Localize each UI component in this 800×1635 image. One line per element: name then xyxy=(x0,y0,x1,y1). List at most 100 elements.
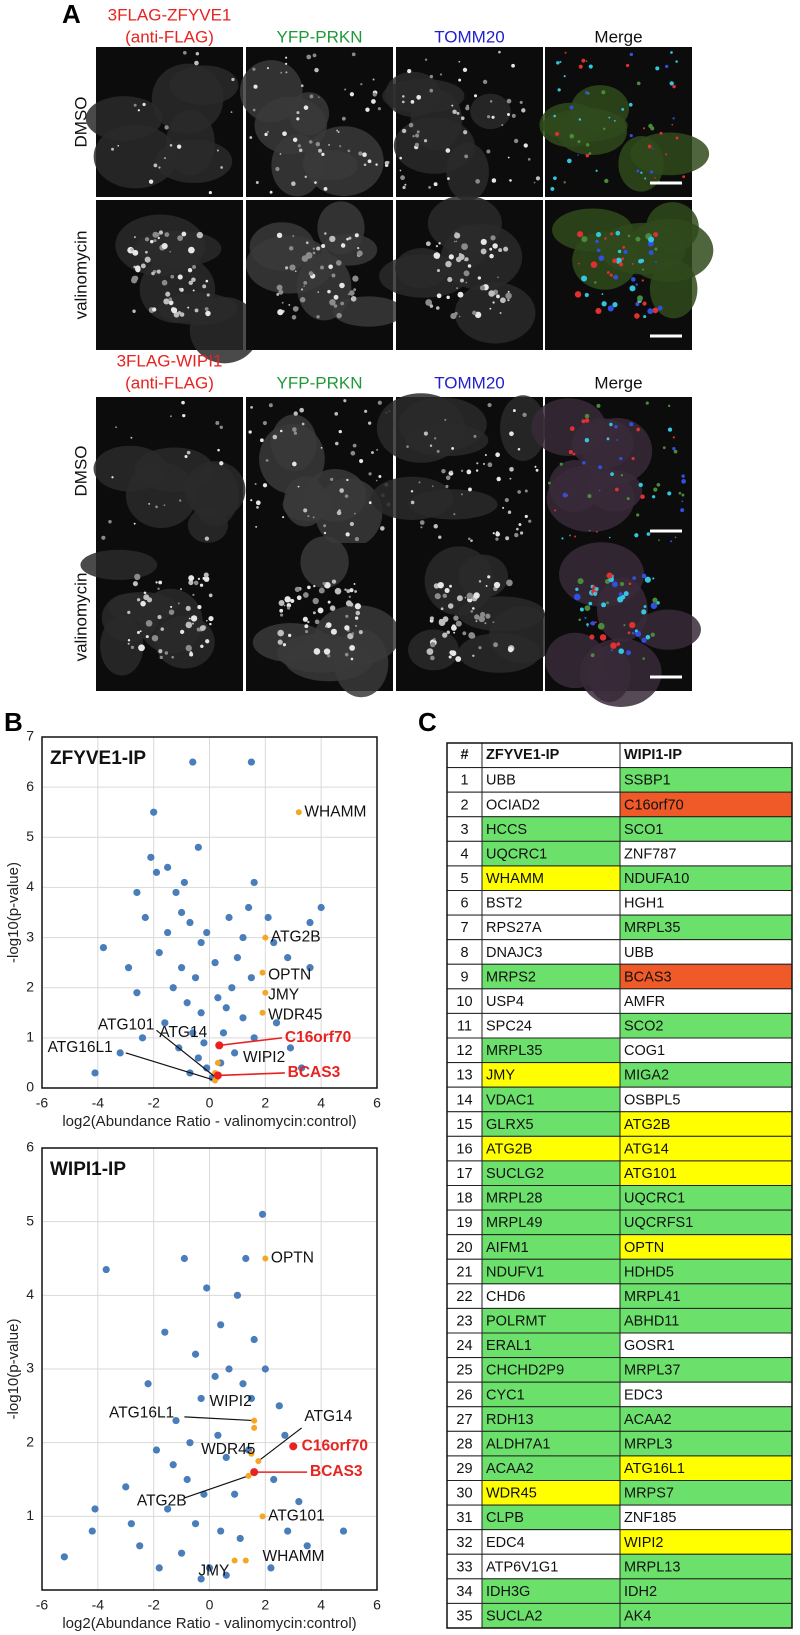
cell-body xyxy=(296,253,352,321)
signal-spot xyxy=(516,527,519,531)
table-cell xyxy=(446,1332,483,1359)
signal-spot xyxy=(585,153,590,158)
signal-spot xyxy=(634,313,640,319)
signal-spot xyxy=(406,445,409,448)
signal-spot xyxy=(289,264,296,271)
highlight-point xyxy=(295,809,302,816)
signal-spot xyxy=(475,620,478,623)
signal-spot xyxy=(173,311,180,318)
table-text: JMY xyxy=(486,1068,515,1084)
table-text: 7 xyxy=(460,920,468,936)
signal-spot xyxy=(453,513,456,516)
signal-spot xyxy=(642,301,647,306)
table-cell xyxy=(619,963,793,990)
signal-spot xyxy=(199,583,204,587)
y-tick-label: 3 xyxy=(26,1360,34,1376)
signal-spot xyxy=(563,181,566,184)
data-point xyxy=(250,1335,258,1344)
table-cell xyxy=(446,1602,483,1629)
signal-spot xyxy=(653,232,659,237)
micrograph xyxy=(539,47,710,197)
signal-spot xyxy=(569,534,572,537)
highlight-point xyxy=(251,1424,258,1431)
data-point xyxy=(197,1575,205,1583)
signal-spot xyxy=(449,584,452,588)
signal-spot xyxy=(287,606,291,610)
table-text: 15 xyxy=(456,1117,472,1133)
signal-spot xyxy=(487,462,493,468)
signal-spot xyxy=(496,294,500,299)
signal-spot xyxy=(586,625,589,628)
cell-body xyxy=(376,393,466,463)
signal-spot xyxy=(456,287,459,290)
signal-spot xyxy=(425,241,431,247)
signal-spot xyxy=(178,287,182,291)
signal-spot xyxy=(642,268,645,271)
signal-spot xyxy=(272,434,278,440)
data-point xyxy=(214,1431,222,1439)
table-text: 30 xyxy=(456,1486,472,1502)
table-cell xyxy=(481,1553,621,1580)
signal-spot xyxy=(513,138,519,144)
signal-spot xyxy=(216,149,219,152)
micrograph xyxy=(85,47,243,197)
signal-spot xyxy=(550,186,555,191)
signal-spot xyxy=(447,177,450,180)
highlight-point xyxy=(213,1071,222,1080)
table-text: 12 xyxy=(456,1043,472,1059)
signal-spot xyxy=(352,275,359,282)
signal-spot xyxy=(491,115,495,119)
column-header: TOMM20 xyxy=(434,373,505,392)
table-text: SCO1 xyxy=(624,822,664,838)
signal-spot xyxy=(442,632,448,638)
table-text: MRPL13 xyxy=(624,1559,680,1575)
signal-spot xyxy=(466,469,472,475)
signal-spot xyxy=(158,230,164,235)
signal-spot xyxy=(450,650,457,657)
signal-spot xyxy=(133,236,136,239)
cell-body xyxy=(370,476,453,520)
signal-spot xyxy=(133,522,136,525)
data-point xyxy=(99,944,108,952)
signal-spot xyxy=(338,429,342,434)
signal-spot xyxy=(438,618,444,624)
signal-spot xyxy=(463,130,468,135)
highlight-point xyxy=(259,969,266,976)
point-label: WHAMM xyxy=(263,1548,325,1565)
signal-spot xyxy=(205,279,209,283)
data-point xyxy=(155,1564,163,1572)
table-text: WIPI2 xyxy=(624,1535,663,1551)
table-text: ATG16L1 xyxy=(624,1461,685,1477)
signal-spot xyxy=(561,537,564,540)
signal-spot xyxy=(290,598,295,604)
signal-spot xyxy=(189,651,193,655)
data-point xyxy=(127,1520,135,1528)
highlight-point xyxy=(250,1468,259,1477)
panel-label: A xyxy=(62,0,81,29)
signal-spot xyxy=(363,163,367,167)
signal-spot xyxy=(458,252,462,256)
data-point xyxy=(191,974,200,982)
table-frame xyxy=(446,742,793,1629)
data-point xyxy=(222,1571,230,1579)
signal-spot xyxy=(199,625,206,631)
cell-body xyxy=(300,536,349,588)
signal-spot xyxy=(111,147,114,151)
signal-spot xyxy=(584,293,589,298)
signal-spot xyxy=(665,153,668,156)
signal-spot xyxy=(495,452,500,458)
signal-spot xyxy=(614,120,616,122)
signal-spot xyxy=(169,415,172,418)
signal-spot xyxy=(645,401,649,405)
signal-spot xyxy=(623,591,629,597)
signal-spot xyxy=(592,585,596,589)
x-tick-label: 0 xyxy=(206,1597,214,1613)
signal-spot xyxy=(144,237,150,242)
signal-spot xyxy=(627,631,631,635)
signal-spot xyxy=(647,144,652,149)
signal-spot xyxy=(265,459,269,462)
signal-spot xyxy=(447,277,452,281)
table-text: ACAA2 xyxy=(624,1412,672,1428)
x-axis-title: log2(Abundance Ratio - valinomycin:contr… xyxy=(62,1615,356,1632)
cell-body xyxy=(317,201,365,255)
